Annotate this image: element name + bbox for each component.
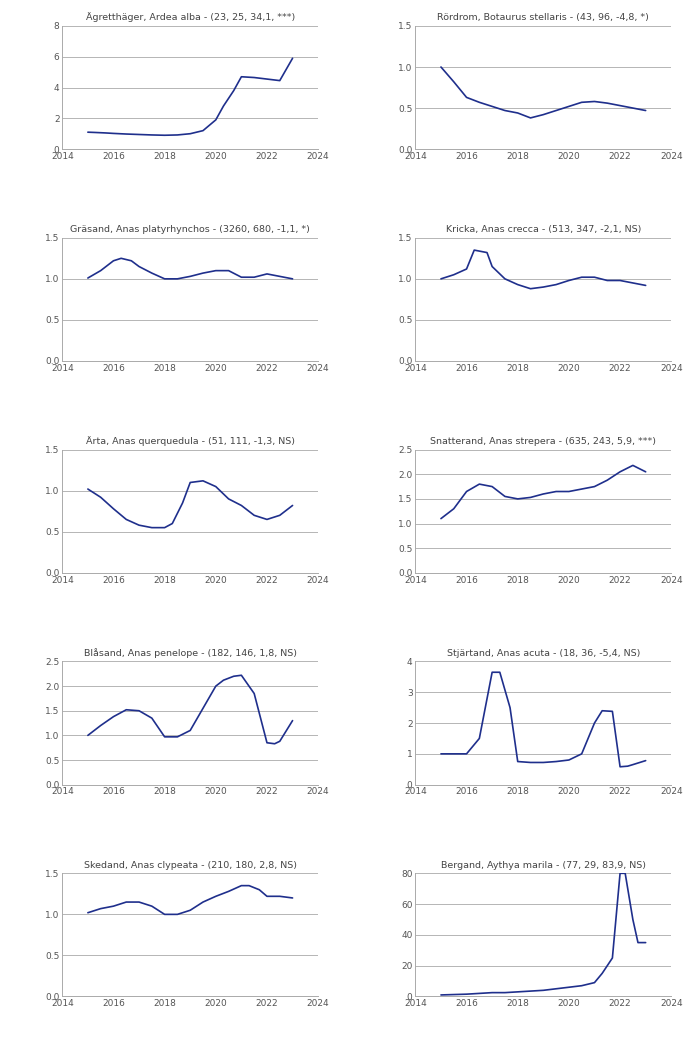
Title: Ärta, Anas querquedula - (51, 111, -1,3, NS): Ärta, Anas querquedula - (51, 111, -1,3,… <box>86 436 295 446</box>
Title: Bergand, Aythya marila - (77, 29, 83,9, NS): Bergand, Aythya marila - (77, 29, 83,9, … <box>441 861 646 870</box>
Title: Stjärtand, Anas acuta - (18, 36, -5,4, NS): Stjärtand, Anas acuta - (18, 36, -5,4, N… <box>446 649 640 658</box>
Title: Skedand, Anas clypeata - (210, 180, 2,8, NS): Skedand, Anas clypeata - (210, 180, 2,8,… <box>84 861 297 870</box>
Title: Kricka, Anas crecca - (513, 347, -2,1, NS): Kricka, Anas crecca - (513, 347, -2,1, N… <box>446 225 641 235</box>
Title: Rördrom, Botaurus stellaris - (43, 96, -4,8, *): Rördrom, Botaurus stellaris - (43, 96, -… <box>437 13 649 23</box>
Title: Snatterand, Anas strepera - (635, 243, 5,9, ***): Snatterand, Anas strepera - (635, 243, 5… <box>430 437 656 446</box>
Title: Blåsand, Anas penelope - (182, 146, 1,8, NS): Blåsand, Anas penelope - (182, 146, 1,8,… <box>84 648 297 658</box>
Title: Ägretthäger, Ardea alba - (23, 25, 34,1, ***): Ägretthäger, Ardea alba - (23, 25, 34,1,… <box>86 12 295 23</box>
Title: Gräsand, Anas platyrhynchos - (3260, 680, -1,1, *): Gräsand, Anas platyrhynchos - (3260, 680… <box>71 225 310 235</box>
